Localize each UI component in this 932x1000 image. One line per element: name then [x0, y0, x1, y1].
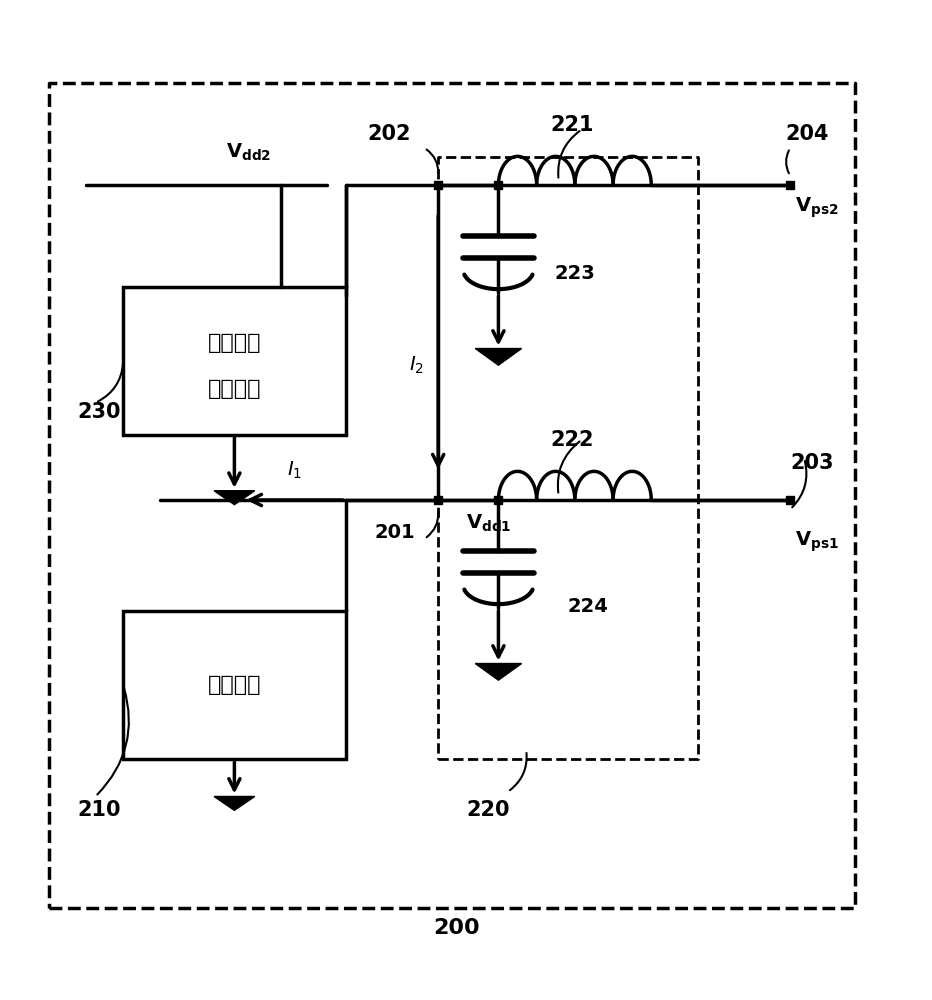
Text: 221: 221 — [551, 115, 595, 135]
Text: $\mathbf{V_{ps2}}$: $\mathbf{V_{ps2}}$ — [795, 196, 839, 220]
Text: 204: 204 — [786, 124, 829, 144]
Text: 减少电路: 减少电路 — [208, 379, 261, 399]
Text: $\mathbf{V_{dd1}}$: $\mathbf{V_{dd1}}$ — [466, 513, 512, 534]
Bar — [438, 157, 698, 759]
Text: 223: 223 — [554, 264, 595, 283]
Text: 202: 202 — [367, 124, 410, 144]
Text: 201: 201 — [375, 523, 415, 542]
Polygon shape — [214, 491, 254, 505]
Polygon shape — [475, 349, 522, 365]
Text: 210: 210 — [77, 800, 120, 820]
Text: $\mathbf{V_{dd2}}$: $\mathbf{V_{dd2}}$ — [226, 142, 271, 163]
Text: $\mathbf{V_{ps1}}$: $\mathbf{V_{ps1}}$ — [795, 529, 839, 554]
Polygon shape — [214, 796, 254, 810]
Text: 203: 203 — [790, 453, 834, 473]
Text: 222: 222 — [551, 430, 595, 450]
Text: $\mathit{I_2}$: $\mathit{I_2}$ — [409, 355, 424, 376]
Text: $\mathit{I_1}$: $\mathit{I_1}$ — [287, 460, 302, 481]
Text: 核心电路: 核心电路 — [208, 675, 261, 695]
Text: 224: 224 — [568, 597, 609, 616]
Text: 230: 230 — [77, 402, 120, 422]
Bar — [49, 83, 855, 908]
Bar — [123, 287, 346, 435]
Bar — [123, 611, 346, 759]
Text: 电源弹跳: 电源弹跳 — [208, 333, 261, 353]
Text: 200: 200 — [433, 918, 480, 938]
Polygon shape — [475, 664, 522, 680]
Text: 220: 220 — [466, 800, 510, 820]
